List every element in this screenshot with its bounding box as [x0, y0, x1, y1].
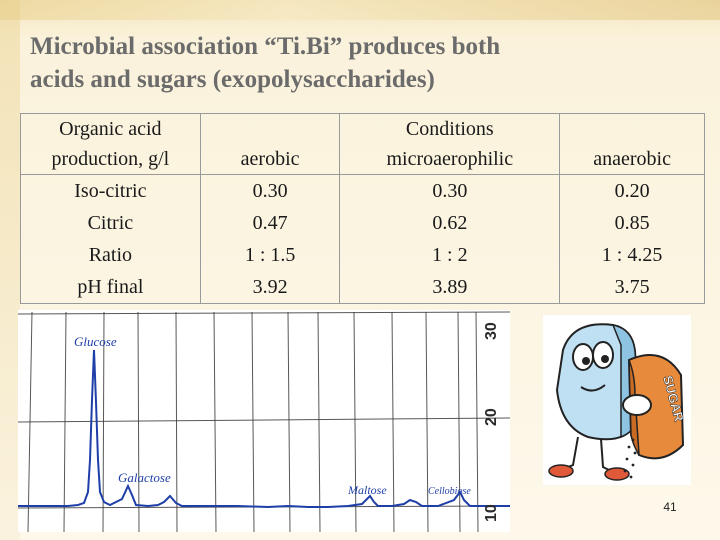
- anaerobic-ph-final: 3.75: [614, 276, 650, 298]
- peak-label-cellobiose: Cellobiose: [428, 486, 471, 497]
- header-row-label: Organic acid production, g/l: [20, 113, 201, 175]
- sugar-cartoon-image: SUGAR: [543, 315, 691, 485]
- microaerophilic-iso-citric: 0.30: [432, 180, 468, 202]
- header-aerobic: aerobic: [199, 113, 341, 175]
- anaerobic-values-cell: 0.20 0.85 1 : 4.25 3.75: [559, 174, 705, 304]
- row-label-iso-citric: Iso-citric: [74, 180, 147, 202]
- table-body-row: Iso-citric Citric Ratio pH final 0.30 0.…: [20, 174, 705, 304]
- aerobic-ph-final: 3.92: [252, 276, 288, 298]
- peak-label-maltose: Maltose: [347, 483, 387, 497]
- page-number: 41: [663, 500, 677, 514]
- header-microaerophilic-label: microaerophilic: [386, 148, 514, 170]
- header-microaerophilic: Conditions microaerophilic: [339, 113, 561, 175]
- aerobic-iso-citric: 0.30: [252, 180, 288, 202]
- slide-title: Microbial association “Ti.Bi” produces b…: [30, 30, 700, 96]
- acid-production-table: Organic acid production, g/l aerobic Con…: [20, 113, 705, 304]
- header-label-line-2: production, g/l: [51, 148, 170, 170]
- header-aerobic-label: aerobic: [240, 148, 300, 170]
- aerobic-ratio: 1 : 1.5: [244, 244, 296, 266]
- aerobic-citric: 0.47: [252, 212, 288, 234]
- header-anaerobic: anaerobic: [559, 113, 705, 175]
- title-line-1: Microbial association “Ti.Bi” produces b…: [30, 33, 501, 60]
- anaerobic-citric: 0.85: [614, 212, 650, 234]
- anaerobic-iso-citric: 0.20: [614, 180, 650, 202]
- anaerobic-ratio: 1 : 4.25: [601, 244, 663, 266]
- peak-label-galactose: Galactose: [118, 470, 171, 485]
- peak-label-glucose: Glucose: [74, 334, 117, 349]
- scale-label-20: 20: [483, 408, 500, 426]
- scale-label-10: 10: [483, 504, 500, 522]
- header-label-line-1: Organic acid: [59, 118, 162, 140]
- header-conditions-label: Conditions: [405, 118, 494, 140]
- microaerophilic-ph-final: 3.89: [432, 276, 468, 298]
- microaerophilic-values-cell: 0.30 0.62 1 : 2 3.89: [339, 174, 561, 304]
- microaerophilic-citric: 0.62: [432, 212, 468, 234]
- sugar-cartoon-svg: SUGAR: [548, 323, 687, 481]
- row-labels-cell: Iso-citric Citric Ratio pH final: [20, 174, 201, 304]
- header-anaerobic-label: anaerobic: [593, 148, 671, 170]
- title-line-2: acids and sugars (exopolysaccharides): [30, 66, 435, 93]
- row-label-ratio: Ratio: [88, 244, 133, 266]
- aerobic-values-cell: 0.30 0.47 1 : 1.5 3.92: [199, 174, 341, 304]
- chromatogram-image: Glucose Galactose Maltose Cellobiose 30 …: [17, 310, 511, 533]
- chromatogram-svg: Glucose Galactose Maltose Cellobiose 30 …: [17, 311, 511, 533]
- row-label-ph-final: pH final: [77, 276, 144, 298]
- table-header-row: Organic acid production, g/l aerobic Con…: [20, 113, 705, 175]
- scale-label-30: 30: [483, 322, 500, 340]
- row-label-citric: Citric: [87, 212, 134, 234]
- microaerophilic-ratio: 1 : 2: [432, 244, 468, 266]
